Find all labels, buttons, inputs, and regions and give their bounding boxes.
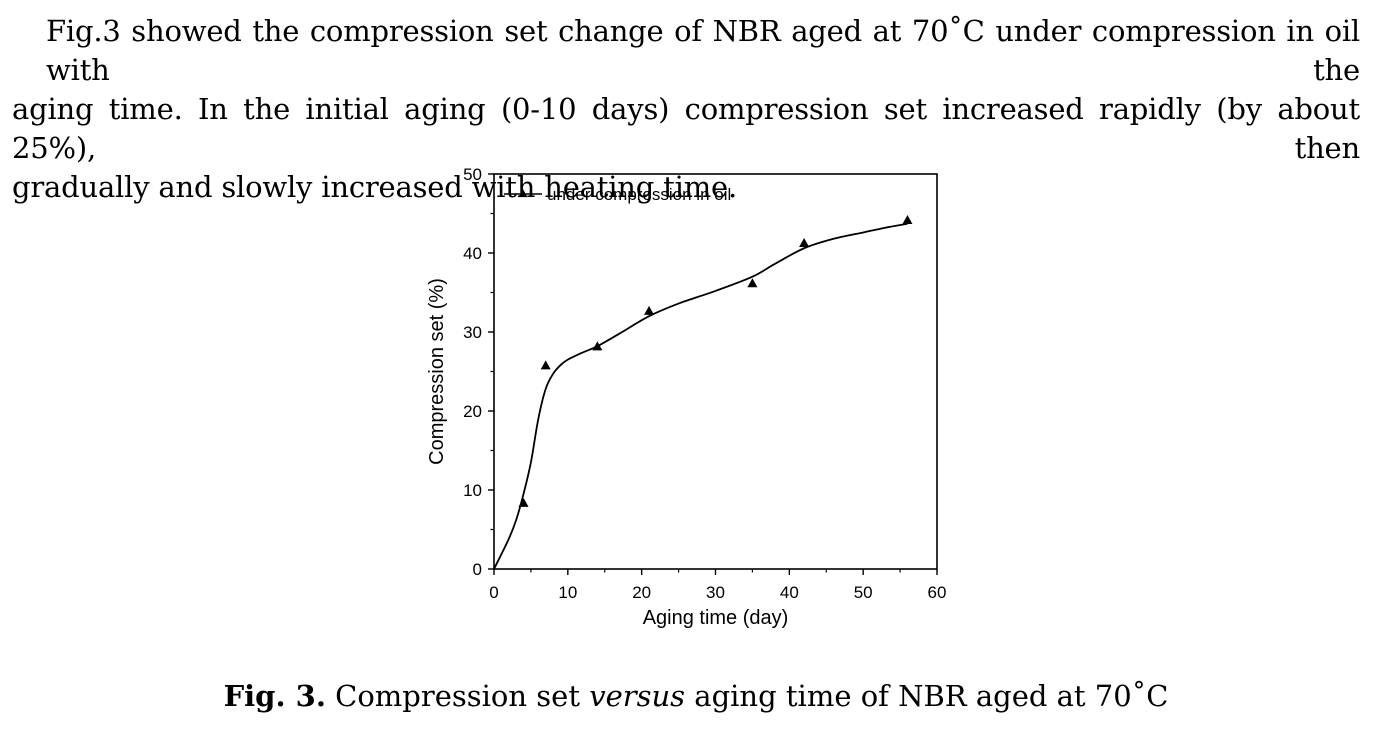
plot-frame: [493, 173, 938, 570]
figure-caption: Fig. 3. Compression set versus aging tim…: [0, 676, 1392, 716]
legend-marker: [518, 188, 528, 198]
data-point-marker: [518, 497, 529, 507]
data-point-marker: [592, 341, 603, 351]
data-point-marker: [644, 305, 655, 315]
caption-text-italic: versus: [589, 679, 686, 713]
paragraph-line-2: aging time. In the initial aging (0-10 d…: [12, 92, 1360, 165]
caption-label: Fig. 3.: [223, 679, 326, 713]
x-tick-label: 40: [780, 583, 799, 602]
chart-fit-curve-group: [493, 222, 908, 570]
data-point-marker: [799, 237, 810, 247]
y-tick-label: 40: [463, 244, 482, 263]
fit-curve: [493, 222, 908, 570]
chart-legend: under compression in oil: [504, 185, 731, 204]
y-tick-label: 30: [463, 323, 482, 342]
x-tick-label: 20: [632, 583, 651, 602]
data-point-marker: [747, 278, 758, 288]
y-axis-label: Compression set (%): [426, 278, 448, 465]
paragraph-line-1: Fig.3 showed the compression set change …: [46, 14, 1360, 87]
caption-text-post: aging time of NBR aged at 70˚C: [694, 679, 1169, 713]
body-paragraph: Fig.3 showed the compression set change …: [12, 12, 1360, 207]
x-tick-label: 0: [489, 583, 498, 602]
caption-text-pre: Compression set: [335, 679, 580, 713]
y-tick-label: 10: [463, 481, 482, 500]
chart-axes: [493, 173, 938, 570]
x-tick-label: 60: [928, 583, 947, 602]
chart-ticks: 0 10 20 30 40 50 60 0 10 20 30 40 50: [463, 165, 946, 602]
y-tick-label: 50: [463, 165, 482, 184]
y-tick-label: 0: [473, 560, 482, 579]
x-tick-label: 50: [854, 583, 873, 602]
data-point-marker: [902, 215, 913, 225]
y-tick-label: 20: [463, 402, 482, 421]
chart-markers: [518, 215, 913, 507]
paragraph-line-3: gradually and slowly increased with heat…: [12, 170, 737, 204]
x-tick-label: 10: [558, 583, 577, 602]
legend-label: under compression in oil: [547, 185, 731, 204]
x-tick-label: 30: [706, 583, 725, 602]
x-axis-label: Aging time (day): [643, 607, 789, 629]
data-point-marker: [540, 360, 551, 370]
